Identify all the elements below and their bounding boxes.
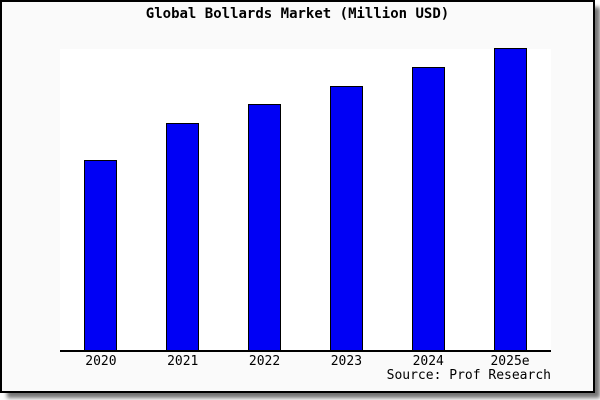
bar-slot-2023 — [305, 49, 387, 350]
x-tick-label-2025e: 2025e — [490, 354, 530, 369]
bar-slot-2021 — [142, 49, 224, 350]
x-tick-label-2022: 2022 — [248, 354, 281, 369]
x-tick-label-2021: 2021 — [167, 354, 199, 369]
bar-2021 — [166, 123, 200, 350]
bar-slot-2022 — [224, 49, 306, 350]
x-axis-labels: 2020 2021 2022 2023 2024 2025e — [60, 354, 551, 369]
bar-2023 — [329, 85, 363, 350]
bar-2022 — [248, 104, 282, 350]
bar-slot-2024 — [387, 49, 469, 350]
bar-slot-2020 — [60, 49, 142, 350]
x-tick-label-2024: 2024 — [412, 354, 444, 369]
x-tick-label-2020: 2020 — [85, 354, 117, 369]
source-credit: Source: Prof Research — [386, 368, 551, 383]
bar-2024 — [411, 67, 445, 350]
bar-slot-2025e — [469, 48, 551, 350]
plot-area — [60, 48, 551, 352]
chart-card: Global Bollards Market (Million USD) 202… — [0, 0, 595, 393]
x-tick-label-2023: 2023 — [330, 354, 363, 369]
chart-title: Global Bollards Market (Million USD) — [145, 6, 450, 22]
bar-2020 — [84, 160, 118, 350]
bar-2025e — [493, 48, 527, 350]
